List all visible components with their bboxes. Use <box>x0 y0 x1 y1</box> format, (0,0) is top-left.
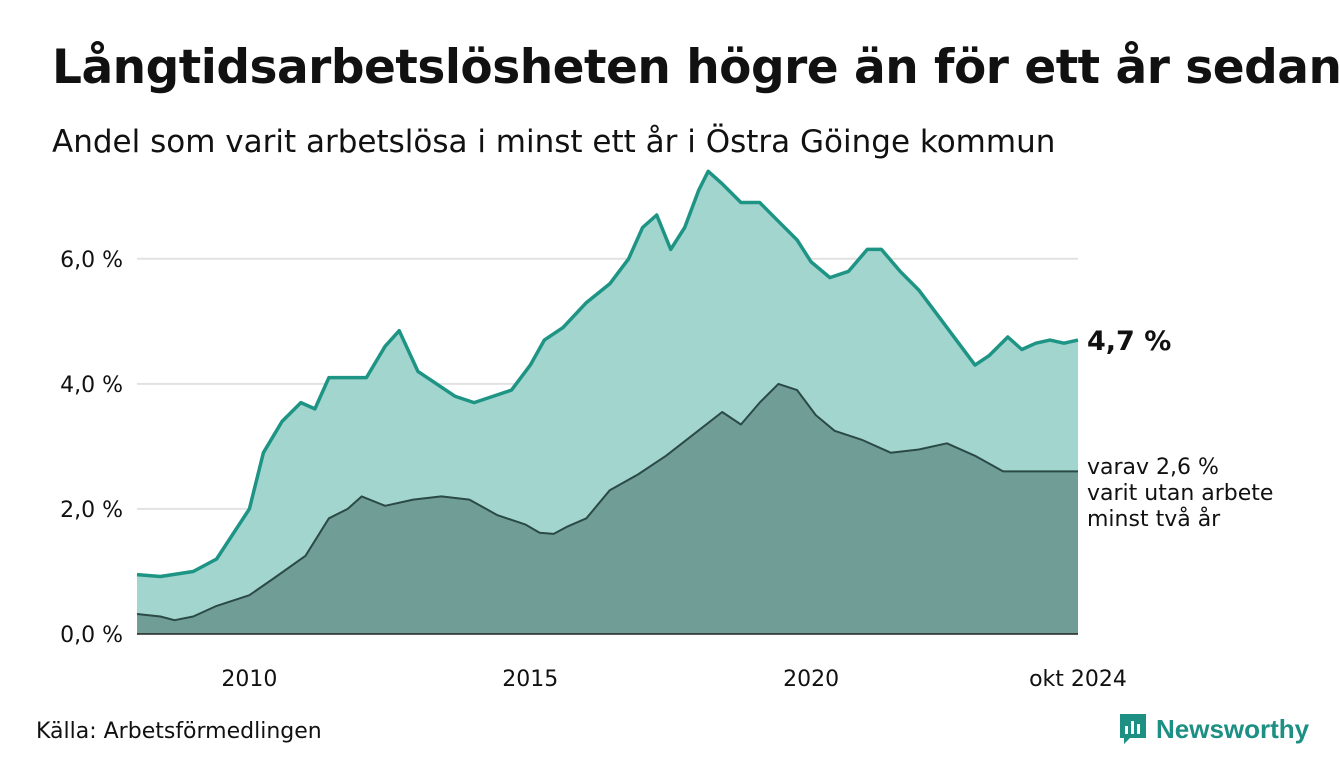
y-axis: 0,0 % 2,0 % 4,0 % 6,0 % <box>60 248 123 648</box>
chart-areas <box>136 169 1079 635</box>
end-label-long: varav 2,6 % <box>1087 455 1219 480</box>
x-tick-label: 2020 <box>783 667 839 692</box>
bar-chart-icon <box>1120 714 1146 744</box>
area-long <box>137 383 1078 634</box>
y-tick-label: 4,0 % <box>60 373 123 398</box>
end-label-total: 4,7 % <box>1087 326 1171 357</box>
end-label-long: varit utan arbete <box>1087 481 1273 506</box>
x-tick-label: 2010 <box>221 667 277 692</box>
y-tick-label: 6,0 % <box>60 248 123 273</box>
x-tick-label: okt 2024 <box>1029 667 1127 692</box>
line-total <box>136 169 1079 579</box>
x-tick-label: 2015 <box>502 667 558 692</box>
chart-title: Långtidsarbetslösheten högre än för ett … <box>52 40 1340 95</box>
chart-subtitle: Andel som varit arbetslösa i minst ett å… <box>52 124 1056 160</box>
y-tick-label: 2,0 % <box>60 498 123 523</box>
source-note: Källa: Arbetsförmedlingen <box>36 719 322 744</box>
brand-logo[interactable]: Newsworthy <box>1118 712 1309 746</box>
end-label-long: minst två år <box>1087 506 1221 532</box>
line-long <box>136 382 1078 622</box>
x-axis: 2010 2015 2020 okt 2024 <box>221 667 1127 692</box>
y-tick-label: 0,0 % <box>60 623 123 648</box>
brand-name: Newsworthy <box>1156 713 1310 744</box>
